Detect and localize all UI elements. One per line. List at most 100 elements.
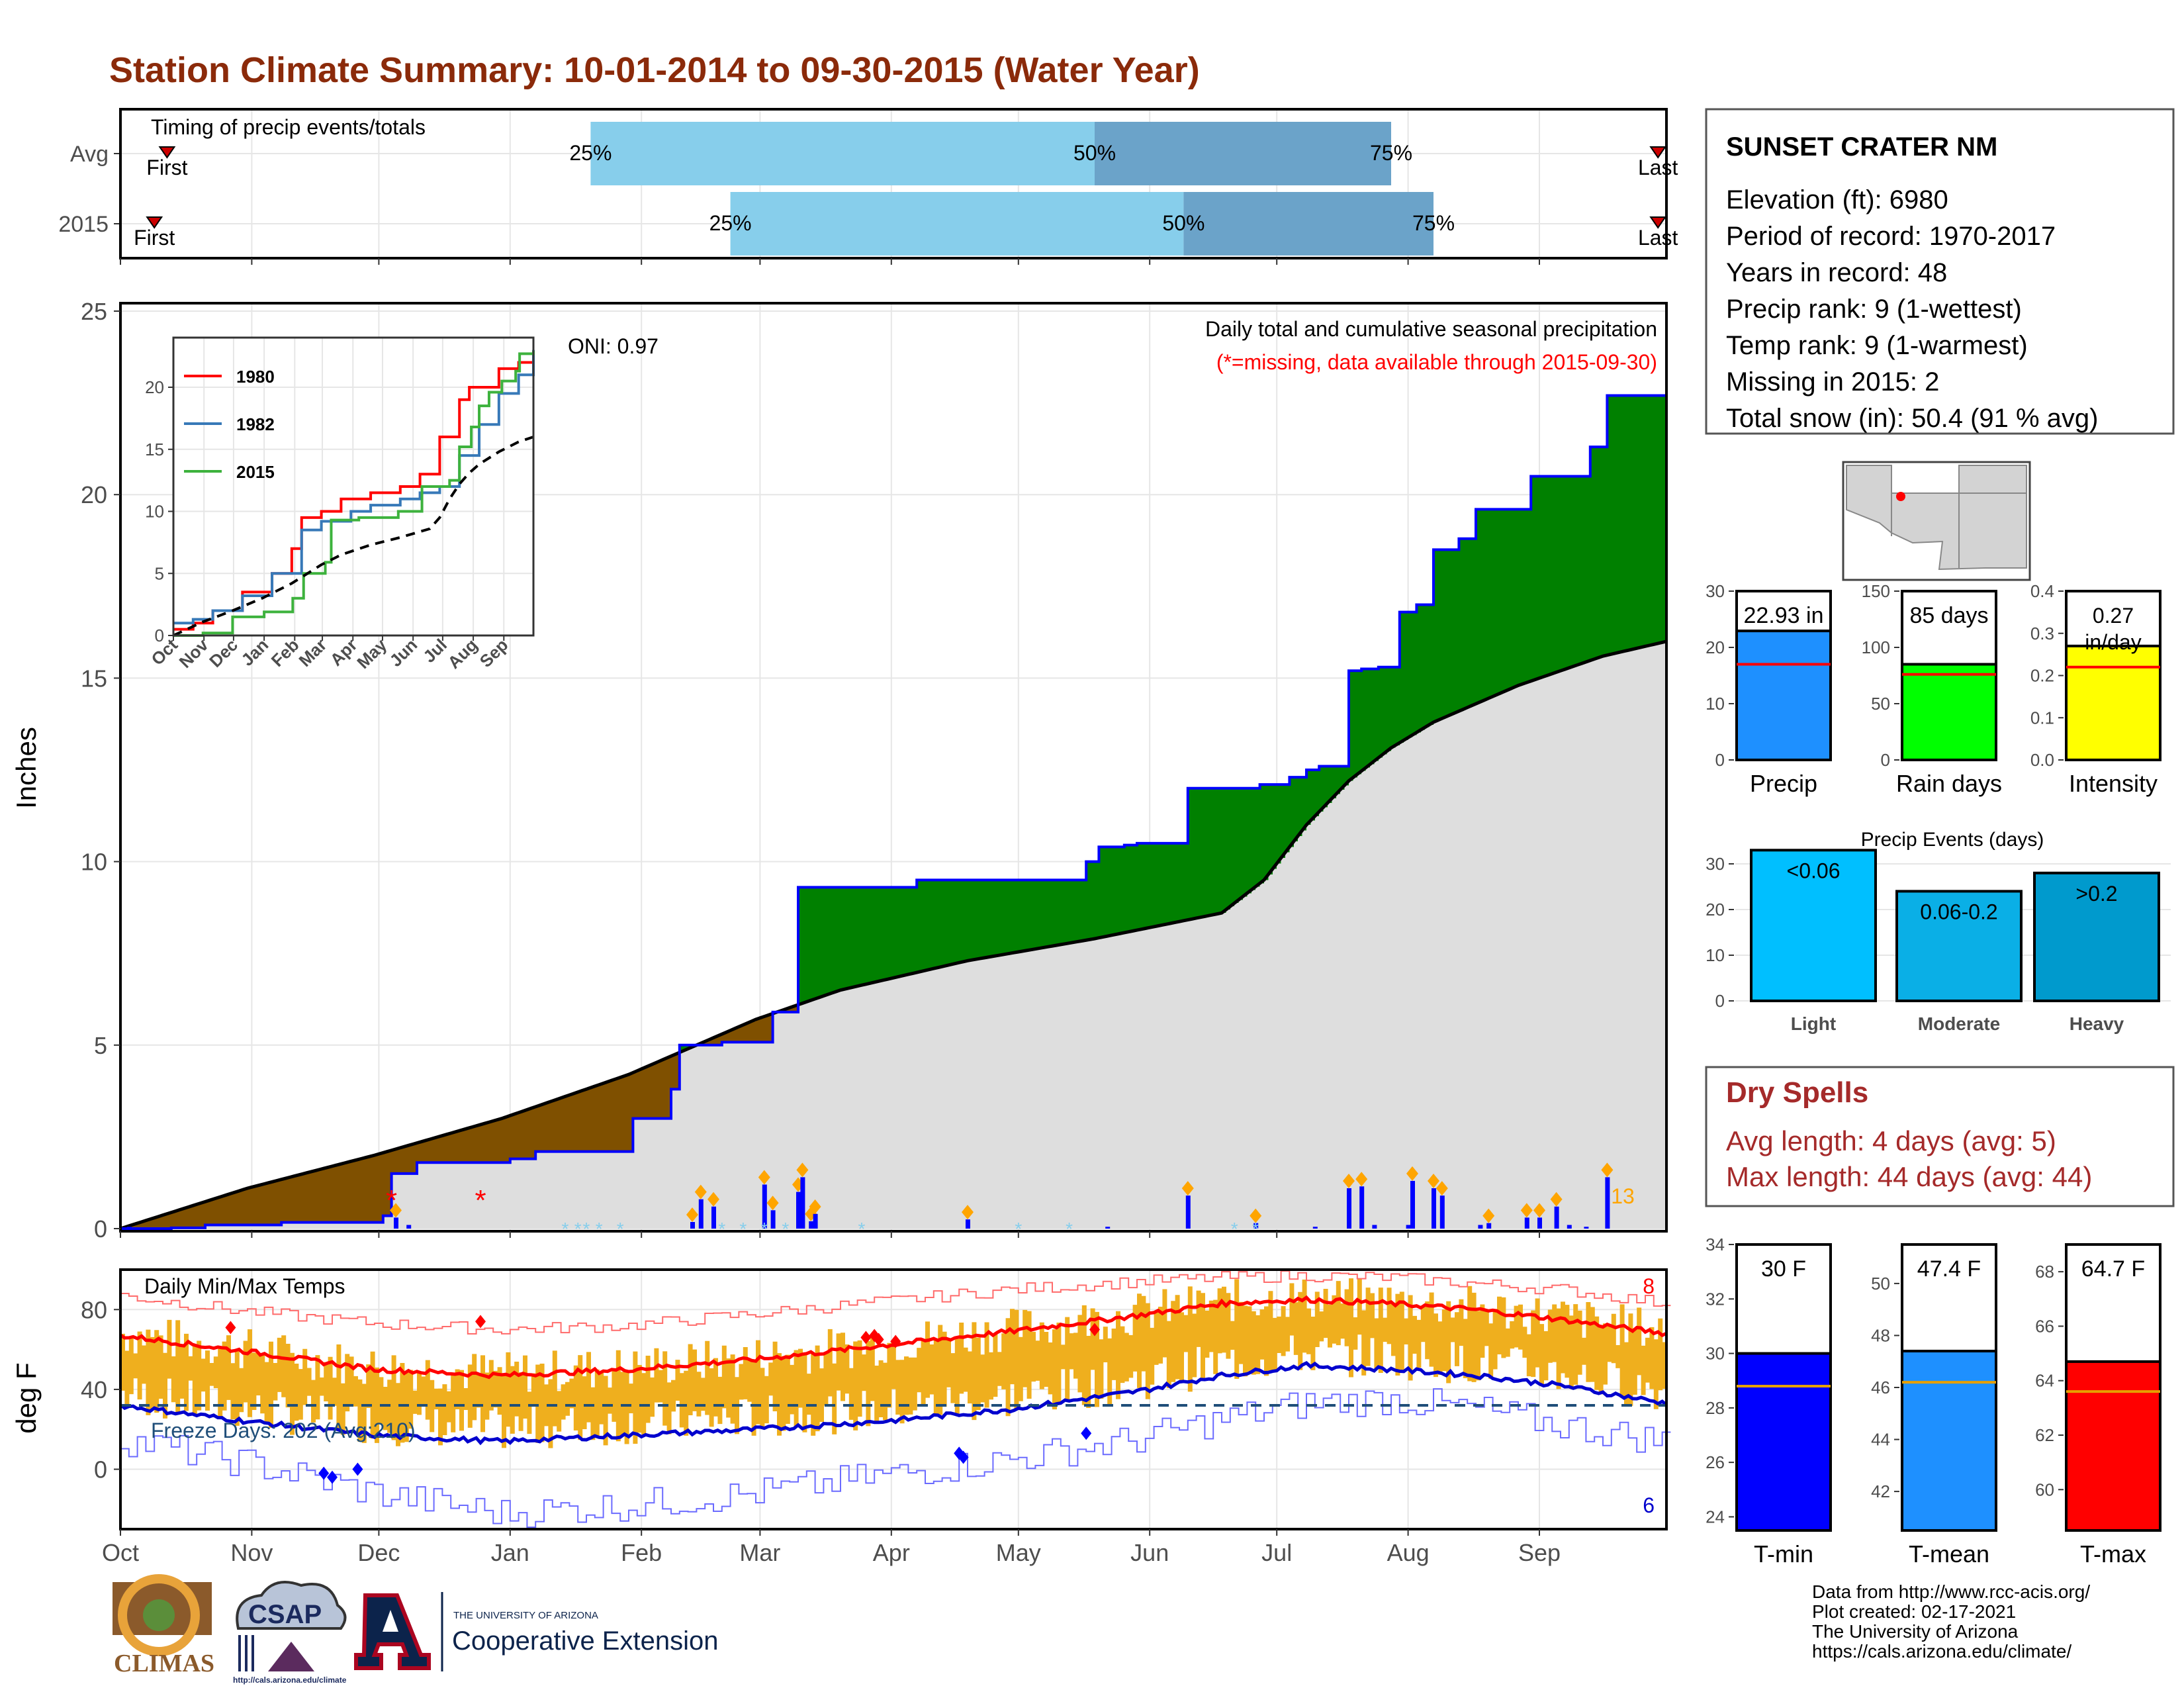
month-tick-label: Feb [621,1539,662,1566]
month-tick-label: Oct [102,1539,139,1566]
credit-line: https://cals.arizona.edu/climate/ [1812,1641,2072,1662]
tmin-y-tick-label: 34 [1706,1235,1725,1254]
daily-precip-marker [1482,1208,1495,1223]
snow-day-marker: * [782,1219,789,1239]
dry-spells-box: Dry Spells Avg length: 4 days (avg: 5) M… [1705,1066,2175,1207]
climas-logo: CLIMAS [113,1574,214,1677]
daily-precip-bar [796,1192,801,1229]
station-box-border [1705,108,2175,435]
daily-precip-bar [1406,1225,1411,1229]
station-info-line: Total snow (in): 50.4 (91 % avg) [1726,404,2098,433]
rain_days-y-tick-label: 100 [1862,637,1890,657]
daily-precip-bar [1554,1206,1559,1229]
temp-y-axis-label: deg F [11,1362,42,1433]
precip-event-category: Heavy [2070,1013,2124,1034]
inset-legend-label: 2015 [236,462,275,482]
daily-precip-bar [800,1177,805,1229]
y-tick-label: 15 [81,665,107,692]
precip-annotation-title: Daily total and cumulative seasonal prec… [1205,317,1657,341]
inset-cumulative-panel: 19801982201505101520OctNovDecJanFebMarAp… [145,336,535,673]
oni-label: ONI: 0.97 [568,334,659,358]
first-label: First [146,156,187,179]
month-tick-label: Mar [739,1539,780,1566]
daily-precip-bar [182,1227,187,1229]
daily-precip-bar [698,1199,704,1229]
dry-spells-title: Dry Spells [1726,1076,1868,1109]
daily-precip-bar [1524,1217,1529,1229]
y-tick-label: 10 [81,849,107,876]
daily-precip-bar [809,1221,814,1229]
tmin-y-tick-label: 32 [1706,1289,1725,1309]
precip-event-bar [1750,849,1877,1003]
tmax-y-tick-label: 64 [2035,1371,2054,1391]
daily-precip-bar [1584,1227,1589,1229]
tmin-value-bar [1735,1352,1832,1532]
tmean-y-tick-label: 46 [1871,1378,1890,1397]
y-tick-label: 20 [81,481,107,508]
credits: Data from http://www.rcc-acis.org/ Plot … [1812,1582,2090,1662]
daily-precip-marker [1355,1172,1368,1187]
daily-precip-marker [686,1207,698,1223]
record-high-marker [225,1321,236,1335]
daily-precip-bar [1567,1225,1572,1229]
first-label: First [134,226,175,250]
ua-extension-text: Cooperative Extension [452,1626,718,1656]
y-tick-label: 0 [94,1215,107,1243]
credit-line: Plot created: 02-17-2021 [1812,1601,2017,1622]
timing-bar-50-75 [1183,192,1433,256]
month-tick-label: Sep [1518,1539,1561,1566]
university-of-arizona-logo: THE UNIVERSITY OF ARIZONA Cooperative Ex… [354,1592,718,1671]
inset-y-tick-label: 5 [155,563,164,583]
daily-precip-bar [406,1225,412,1229]
missing-data-note: (*=missing, data available through 2015-… [1216,350,1657,374]
daily-precip-marker [1406,1166,1418,1181]
daily-precip-marker [390,1203,402,1218]
precip-event-bar [1895,890,2023,1003]
station-name: SUNSET CRATER NM [1726,132,1997,162]
last-label: Last [1638,156,1678,179]
tmax-value-bar [2065,1360,2161,1532]
rain_days-value-bar [1901,663,1997,761]
tmean-y-tick-label: 48 [1871,1325,1890,1345]
precip-events-y-tick: 10 [1706,945,1725,965]
record-high-marker [873,1333,884,1346]
record-high-marker [1089,1323,1100,1336]
daily-precip-bar [762,1184,767,1229]
month-tick-label: Apr [873,1539,910,1566]
daily-temp-range-bars [120,1278,1667,1448]
daily-precip-marker [766,1196,779,1211]
month-tick-label: Jul [1261,1539,1292,1566]
inset-y-tick-label: 10 [145,502,164,522]
tmin-y-tick-label: 26 [1706,1452,1725,1472]
station-info-line: Elevation (ft): 6980 [1726,185,1948,214]
precip_total-label: Precip [1750,770,1817,797]
station-info-line: Years in record: 48 [1726,258,1947,287]
intensity-y-tick-label: 0.0 [2030,750,2054,770]
tmax-label: T-max [2080,1540,2146,1568]
intensity-label: Intensity [2069,770,2158,797]
rain_days-value-label: 85 days [1909,603,1988,628]
daily-precip-bar [1372,1225,1377,1229]
intensity-y-tick-label: 0.2 [2030,666,2054,686]
daily-precip-bar [813,1213,818,1229]
tmean-value-label: 47.4 F [1917,1256,1981,1282]
tmean-label: T-mean [1909,1540,1989,1568]
daily-precip-bar [1312,1227,1318,1229]
daily-precip-bar [690,1222,695,1229]
daily-precip-bar [1347,1188,1351,1229]
snow-day-marker: * [1231,1219,1238,1239]
daily-precip-marker [1520,1203,1533,1218]
snow-day-marker: * [596,1219,603,1239]
inset-legend-label: 1982 [236,414,275,434]
precip-event-category: Moderate [1918,1013,2000,1034]
daily-precip-marker [1181,1181,1194,1196]
dry-spells-max: Max length: 44 days (avg: 44) [1726,1161,2092,1192]
daily-precip-bar [126,1227,132,1229]
timing-p25-label: 25% [569,141,612,165]
precip_total-value-label: 22.93 in [1744,603,1824,628]
record-low-marker [1081,1427,1092,1440]
tmax-y-tick-label: 68 [2035,1262,2054,1282]
cumulative-2015-line [120,387,1668,1230]
snow-day-marker: * [583,1219,590,1239]
timing-p50-label: 50% [1073,141,1116,165]
